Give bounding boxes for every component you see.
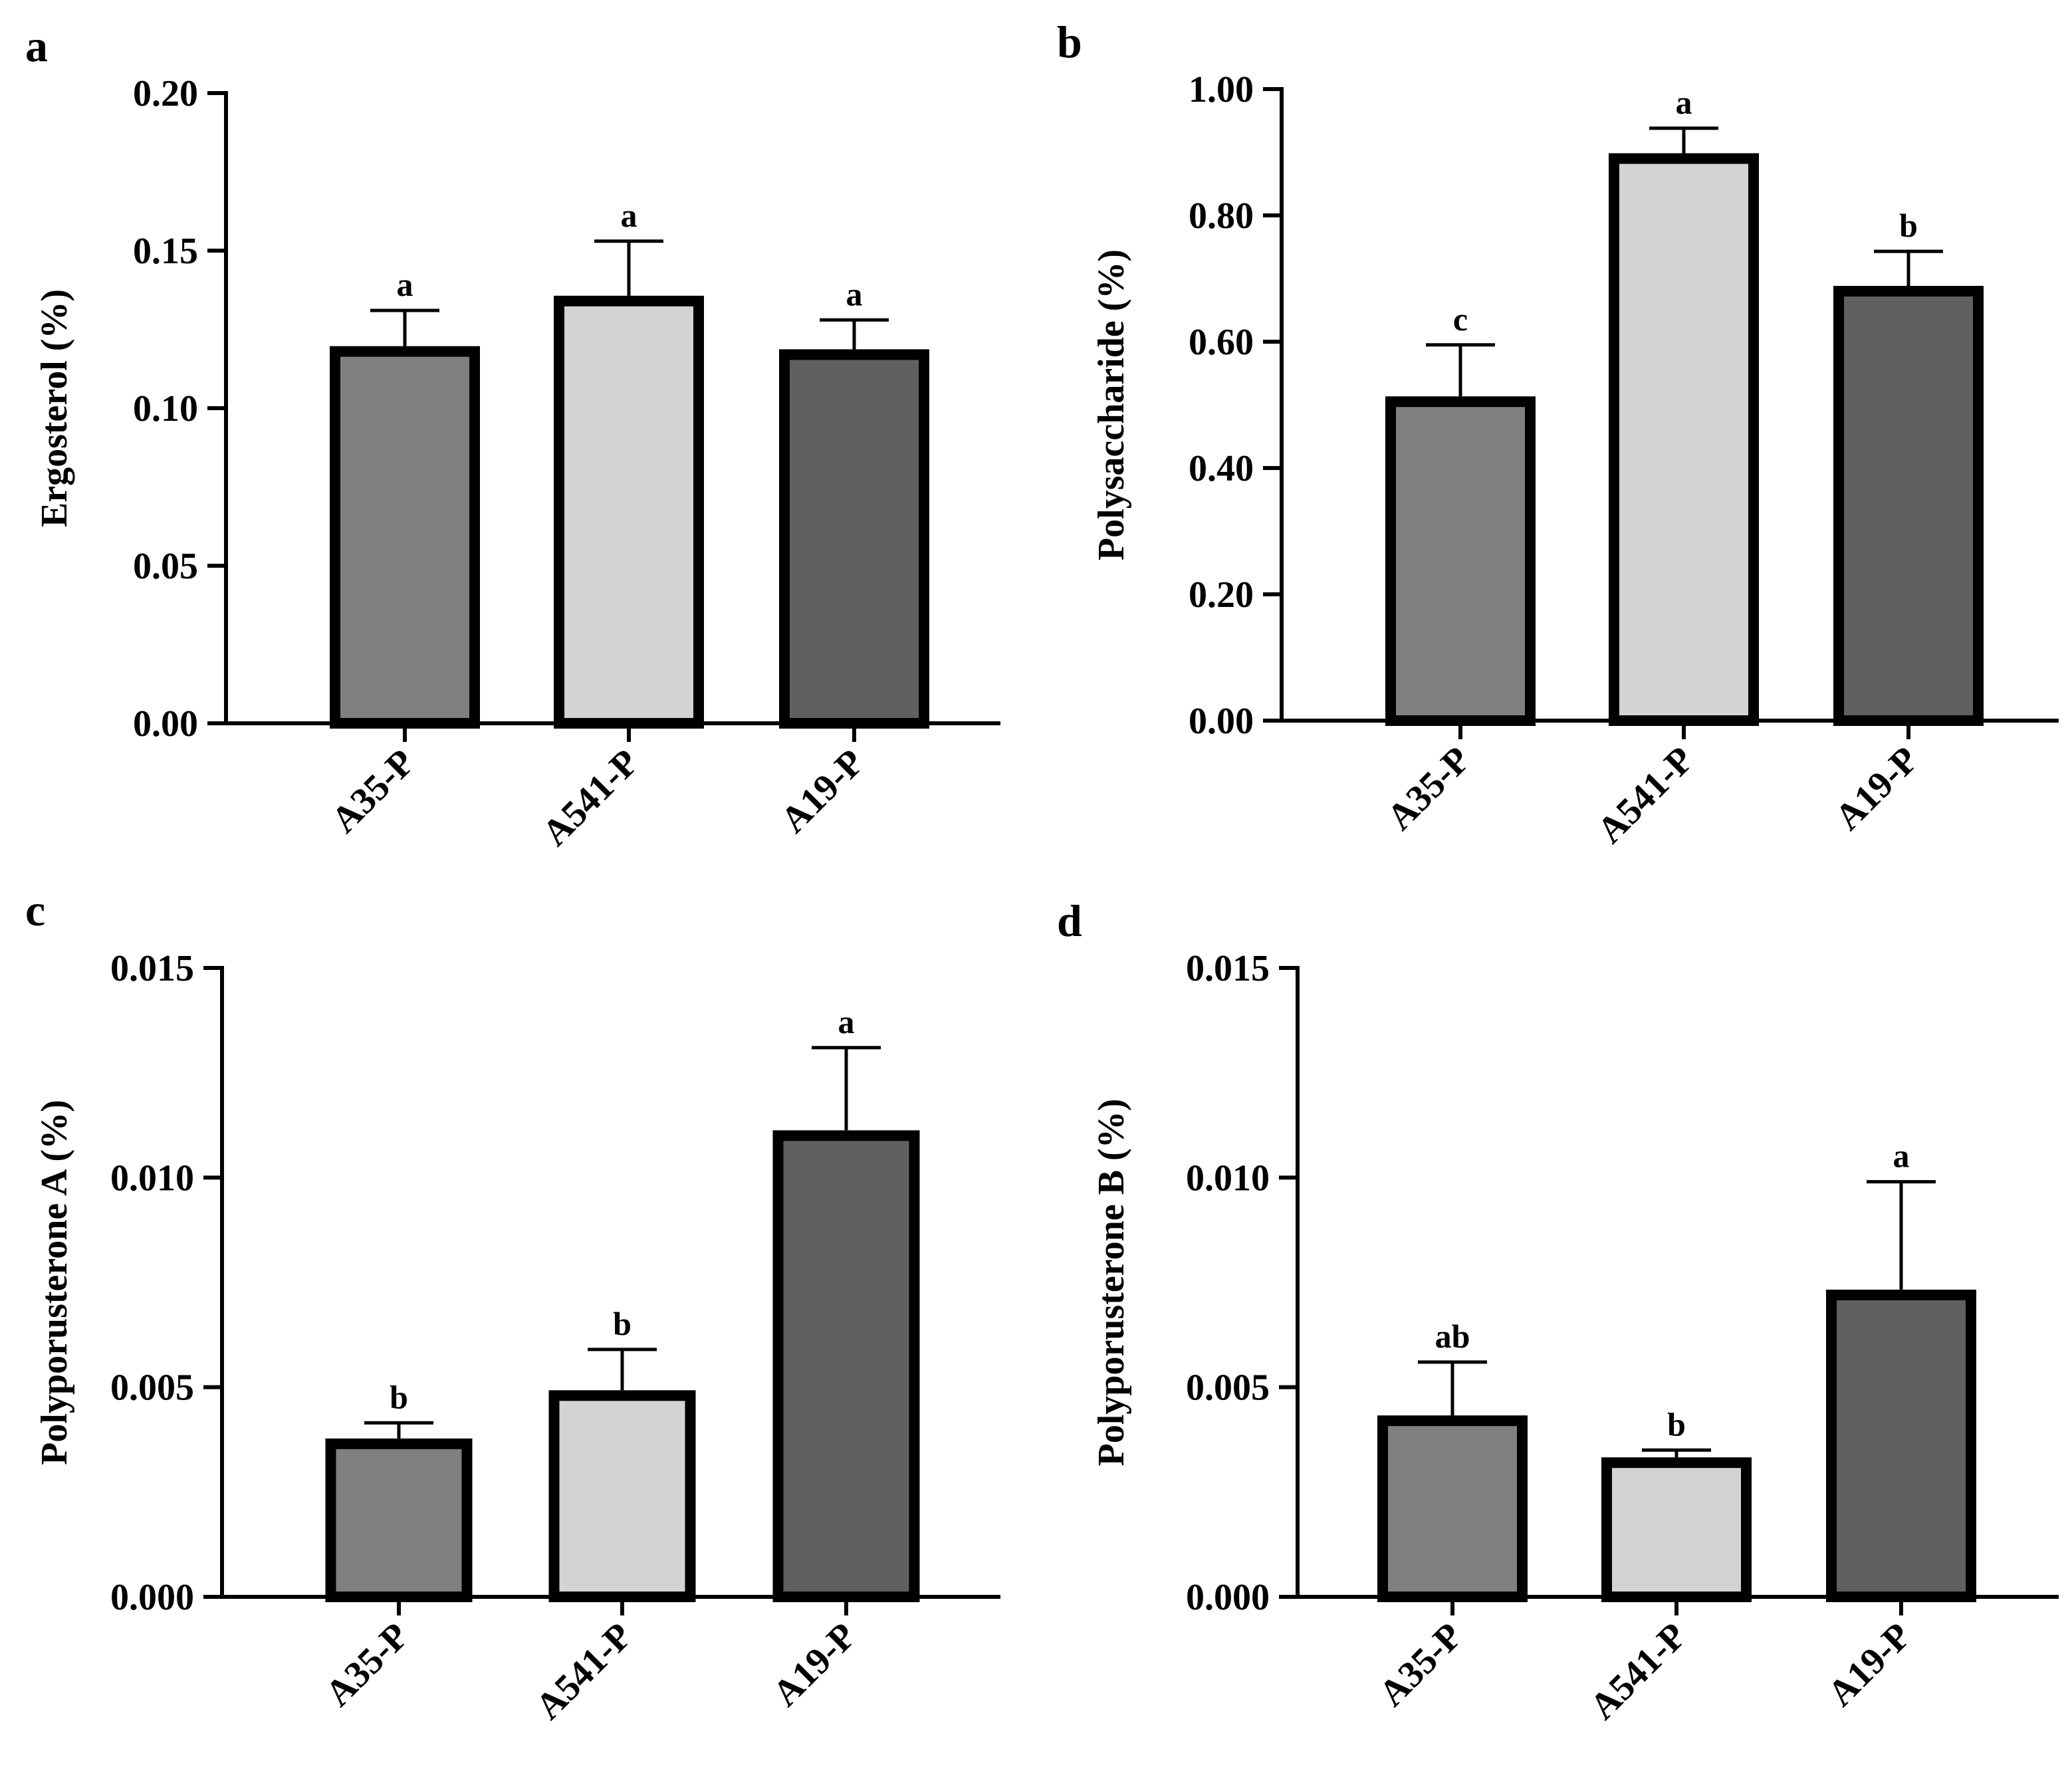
bar-a19-p [1826,1289,1976,1603]
y-tick-label: 0.00 [133,703,198,745]
y-tick-label: 0.15 [133,231,198,272]
y-tick-label: 0.015 [110,948,194,989]
bar-a35-p [330,346,480,729]
category-label: A35-P [1371,1615,1470,1714]
panel-b: b 0.00 0.20 0.40 0.60 0.80 1.00 Polysaccharide … [1057,17,2059,852]
category-label: A19-P [773,741,872,840]
y-tick-label: 0.00 [1189,701,1254,742]
y-tick-label: 0.20 [133,73,198,114]
bar-a35-p [1377,1415,1528,1603]
y-axis-title: Polyporusterone B (%) [1091,1099,1132,1467]
category-label: A19-P [1820,1615,1919,1714]
bar-a541-p [554,295,704,729]
y-tick-label: 0.60 [1189,322,1254,363]
panel-letter: d [1057,895,1082,946]
y-tick-label: 0.05 [133,546,198,587]
y-axis-title: Ergosterol (%) [34,289,75,527]
significance-label: a [1676,84,1692,121]
significance-label: a [621,197,637,234]
bar-a35-p [1385,396,1536,726]
panel-letter: c [25,885,45,935]
category-label: A35-P [318,1615,417,1714]
significance-label: b [1667,1405,1686,1443]
significance-label: b [390,1378,408,1415]
panel-letter: b [1057,17,1082,67]
bar-a35-p [325,1438,473,1602]
category-label: A35-P [1379,739,1478,838]
category-label: A541-P [1589,739,1702,851]
y-tick-label: 0.010 [1186,1157,1270,1199]
bar-a541-p [548,1390,696,1603]
y-tick-label: 0.000 [1186,1577,1270,1618]
bar-a541-p [1601,1457,1752,1603]
significance-label: a [846,275,863,312]
y-axis-title: Polysaccharide (%) [1091,249,1132,560]
category-label: A541-P [1582,1615,1694,1727]
y-tick-label: 0.005 [1186,1367,1270,1409]
y-tick-label: 0.015 [1186,948,1270,989]
panel-letter: a [25,21,48,71]
bar-a19-p [1833,286,1984,726]
y-tick-label: 0.20 [1189,574,1254,616]
category-label: A19-P [765,1615,864,1714]
y-tick-label: 0.005 [110,1367,194,1409]
y-tick-label: 0.010 [110,1157,194,1199]
panel-c: c 0.000 0.005 0.010 0.015 Polyporusterone A (… [25,885,1000,1728]
y-tick-label: 0.40 [1189,448,1254,489]
bar-a19-p [772,1130,920,1603]
bar-a541-p [1609,153,1759,726]
significance-label: b [613,1305,632,1342]
y-tick-label: 0.10 [133,388,198,429]
significance-label: b [1899,207,1918,244]
panel-d: d 0.000 0.005 0.010 0.015 Polyporusterone B (… [1057,895,2059,1728]
y-tick-label: 1.00 [1189,69,1254,110]
y-axis-title: Polyporusterone A (%) [34,1100,75,1465]
significance-label: c [1453,300,1468,338]
category-label: A541-P [534,741,647,854]
y-tick-label: 0.000 [110,1577,194,1618]
category-label: A19-P [1827,739,1926,838]
significance-label: a [838,1003,855,1040]
significance-label: ab [1435,1318,1470,1355]
category-label: A541-P [528,1615,640,1727]
panel-a: a 0.00 0.05 0.10 0.15 0.20 Ergosterol (%) a A35-… [25,21,1000,854]
bar-a19-p [779,349,929,729]
category-label: A35-P [324,741,423,840]
significance-label: a [1893,1137,1910,1175]
y-tick-label: 0.80 [1189,195,1254,237]
significance-label: a [397,266,413,303]
